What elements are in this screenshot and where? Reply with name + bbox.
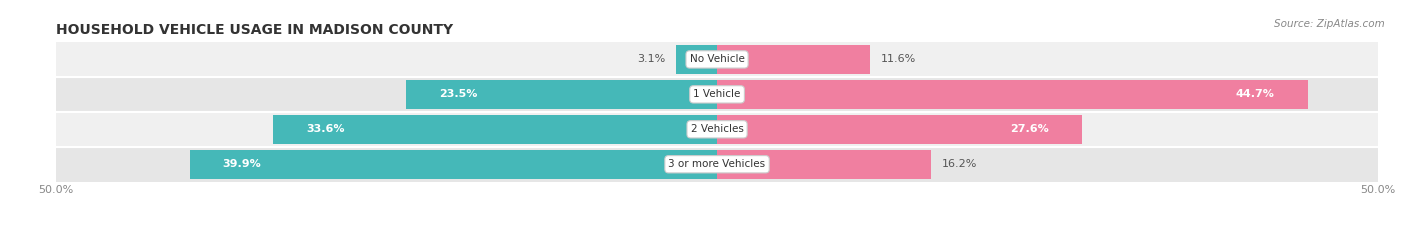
Text: 11.6%: 11.6% — [882, 55, 917, 64]
Text: HOUSEHOLD VEHICLE USAGE IN MADISON COUNTY: HOUSEHOLD VEHICLE USAGE IN MADISON COUNT… — [56, 23, 453, 37]
Text: 3 or more Vehicles: 3 or more Vehicles — [668, 159, 766, 169]
Text: No Vehicle: No Vehicle — [689, 55, 745, 64]
Bar — [676, 45, 717, 74]
Text: 1 Vehicle: 1 Vehicle — [693, 89, 741, 99]
Bar — [717, 45, 870, 74]
Bar — [406, 80, 717, 109]
Bar — [56, 77, 1378, 112]
Text: 16.2%: 16.2% — [942, 159, 977, 169]
Bar — [717, 80, 1308, 109]
Bar — [717, 150, 931, 179]
Text: 27.6%: 27.6% — [1010, 124, 1049, 134]
Bar — [56, 112, 1378, 147]
Text: 23.5%: 23.5% — [440, 89, 478, 99]
Bar — [56, 147, 1378, 182]
Text: 44.7%: 44.7% — [1236, 89, 1275, 99]
Bar — [717, 115, 1081, 144]
Bar — [273, 115, 717, 144]
Text: 2 Vehicles: 2 Vehicles — [690, 124, 744, 134]
Text: 39.9%: 39.9% — [222, 159, 262, 169]
Text: 3.1%: 3.1% — [637, 55, 665, 64]
Bar — [56, 42, 1378, 77]
Bar — [190, 150, 717, 179]
Text: 33.6%: 33.6% — [307, 124, 344, 134]
Text: Source: ZipAtlas.com: Source: ZipAtlas.com — [1274, 19, 1385, 29]
